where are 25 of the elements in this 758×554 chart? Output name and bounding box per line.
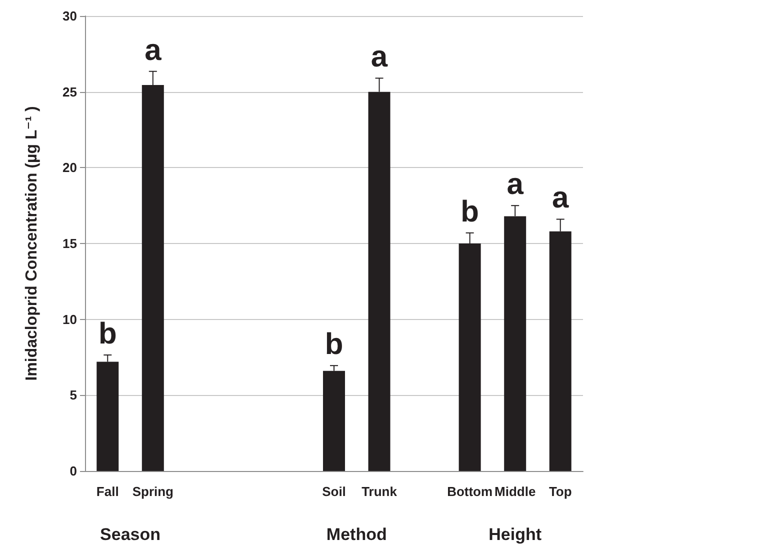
annotation: a: [506, 168, 524, 202]
y-tick-label: 0: [70, 464, 77, 478]
y-axis-title: Imidacloprid Concentration (µg L⁻¹ ): [24, 106, 40, 381]
y-tick-label: 10: [62, 312, 77, 327]
y-tick-label: 25: [62, 84, 77, 100]
annotation: a: [370, 40, 388, 74]
y-tick-label: 5: [70, 388, 77, 403]
annotation: b: [98, 317, 117, 350]
y-tick-label: 15: [62, 236, 77, 251]
x-tick-label: Fall: [96, 484, 119, 499]
x-tick-label: Middle: [494, 484, 536, 499]
y-tick-label: 30: [62, 8, 77, 24]
x-tick-label: Spring: [132, 484, 174, 499]
annotation: a: [552, 182, 570, 215]
x-tick-label: Bottom: [447, 484, 493, 499]
y-tick-label: 20: [62, 160, 77, 176]
annotation: b: [460, 195, 479, 228]
annotation: a: [144, 34, 162, 67]
text: Method: [326, 525, 387, 544]
x-tick-label: Soil: [322, 484, 346, 499]
x-tick-label: Trunk: [362, 484, 398, 499]
annotation: b: [324, 328, 344, 362]
text: Height: [488, 525, 542, 544]
text: Season: [100, 525, 161, 544]
x-tick-label: Top: [548, 484, 572, 499]
